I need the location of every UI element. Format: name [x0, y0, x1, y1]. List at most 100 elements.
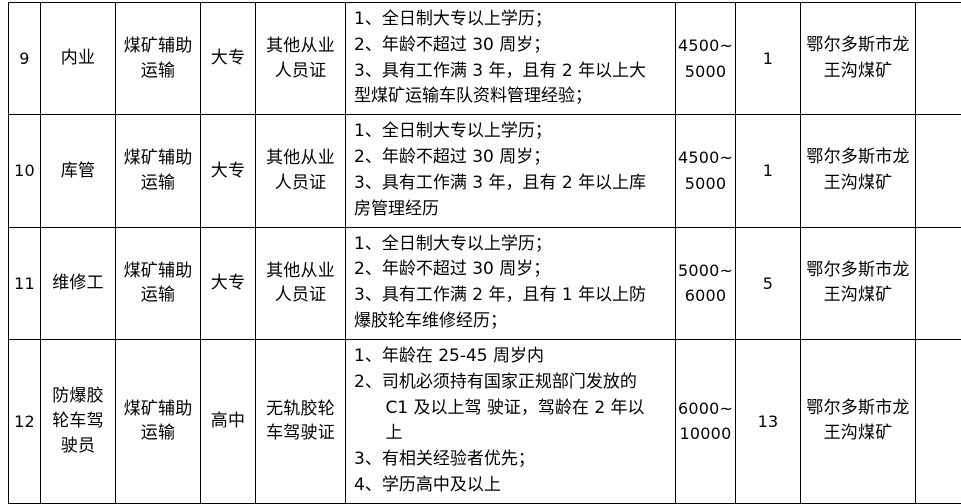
table-row: 12 防爆胶轮车驾驶员 煤矿辅助运输 高中 无轨胶轮车驾驶证 1、年龄在 25-…	[9, 339, 961, 503]
row-index-cell: 9	[9, 3, 41, 115]
table-row: 9 内业 煤矿辅助运输 大专 其他从业人员证 1、全日制大专以上学历；2、年龄不…	[9, 3, 961, 115]
remarks-value	[916, 57, 961, 61]
requirement-line: 3、具有工作满 3 年，且有 2 年以上库	[354, 171, 669, 197]
requirement-line: 3、具有工作满 2 年，且有 1 年以上防	[354, 283, 669, 309]
row-index-cell: 10	[9, 115, 41, 227]
requirement-line: 1、全日制大专以上学历；	[354, 119, 669, 145]
job-type-value: 煤矿辅助运输	[116, 32, 200, 85]
requirements-list: 1、全日制大专以上学历；2、年龄不超过 30 周岁；3、具有工作满 2 年，且有…	[346, 228, 675, 339]
education-value: 大专	[201, 157, 255, 186]
requirement-line: 3、具有工作满 3 年，且有 2 年以上大	[354, 59, 669, 85]
job-type-cell: 煤矿辅助运输	[116, 227, 201, 339]
headcount-cell: 1	[736, 115, 801, 227]
position-cell: 防爆胶轮车驾驶员	[41, 339, 116, 503]
job-type-value: 煤矿辅助运输	[116, 257, 200, 310]
position-cell: 内业	[41, 3, 116, 115]
certificate-value: 其他从业人员证	[256, 144, 345, 197]
requirement-line: 1、年龄在 25-45 周岁内	[354, 344, 669, 370]
headcount-cell: 13	[736, 339, 801, 503]
headcount-value: 5	[736, 270, 800, 297]
remarks-value	[916, 281, 961, 285]
remarks-value	[916, 169, 961, 173]
certificate-value: 无轨胶轮车驾驶证	[256, 395, 345, 448]
education-cell: 大专	[201, 3, 256, 115]
certificate-cell: 其他从业人员证	[256, 227, 346, 339]
certificate-value: 其他从业人员证	[256, 32, 345, 85]
headcount-value: 1	[736, 45, 800, 72]
requirement-line: 2、年龄不超过 30 周岁；	[354, 33, 669, 59]
requirements-cell: 1、全日制大专以上学历；2、年龄不超过 30 周岁；3、具有工作满 3 年，且有…	[346, 115, 676, 227]
requirement-line: 房管理经历	[354, 197, 669, 223]
row-index-value: 9	[9, 45, 40, 72]
salary-value: 4500~5000	[676, 143, 735, 198]
employer-value: 鄂尔多斯市龙王沟煤矿	[801, 31, 915, 86]
position-value: 库管	[41, 157, 115, 186]
remarks-cell	[916, 115, 961, 227]
job-type-cell: 煤矿辅助运输	[116, 3, 201, 115]
employer-cell: 鄂尔多斯市龙王沟煤矿	[801, 3, 916, 115]
job-listing-table: 9 内业 煤矿辅助运输 大专 其他从业人员证 1、全日制大专以上学历；2、年龄不…	[8, 2, 961, 504]
requirement-line: 4、学历高中及以上	[354, 473, 669, 499]
salary-value: 4500~5000	[676, 31, 735, 86]
job-type-cell: 煤矿辅助运输	[116, 339, 201, 503]
employer-value: 鄂尔多斯市龙王沟煤矿	[801, 143, 915, 198]
requirement-line: 2、司机必须持有国家正规部门发放的	[354, 370, 669, 396]
requirements-list: 1、全日制大专以上学历；2、年龄不超过 30 周岁；3、具有工作满 3 年，且有…	[346, 3, 675, 114]
position-value: 维修工	[41, 269, 115, 298]
employer-cell: 鄂尔多斯市龙王沟煤矿	[801, 115, 916, 227]
requirement-line: 1、全日制大专以上学历；	[354, 7, 669, 33]
education-value: 高中	[201, 407, 255, 436]
requirement-line: 2、年龄不超过 30 周岁；	[354, 145, 669, 171]
row-index-cell: 11	[9, 227, 41, 339]
certificate-cell: 其他从业人员证	[256, 115, 346, 227]
employer-value: 鄂尔多斯市龙王沟煤矿	[801, 394, 915, 449]
education-cell: 大专	[201, 115, 256, 227]
headcount-value: 13	[736, 408, 800, 435]
certificate-cell: 其他从业人员证	[256, 3, 346, 115]
table-body: 9 内业 煤矿辅助运输 大专 其他从业人员证 1、全日制大专以上学历；2、年龄不…	[9, 3, 961, 504]
remarks-cell	[916, 3, 961, 115]
requirement-line: 1、全日制大专以上学历；	[354, 232, 669, 258]
education-cell: 大专	[201, 227, 256, 339]
salary-cell: 5000~6000	[676, 227, 736, 339]
table-row: 11 维修工 煤矿辅助运输 大专 其他从业人员证 1、全日制大专以上学历；2、年…	[9, 227, 961, 339]
salary-value: 5000~6000	[676, 256, 735, 311]
headcount-cell: 5	[736, 227, 801, 339]
employer-value: 鄂尔多斯市龙王沟煤矿	[801, 256, 915, 311]
salary-cell: 6000~10000	[676, 339, 736, 503]
education-value: 大专	[201, 269, 255, 298]
certificate-cell: 无轨胶轮车驾驶证	[256, 339, 346, 503]
education-cell: 高中	[201, 339, 256, 503]
position-value: 防爆胶轮车驾驶员	[41, 382, 115, 460]
remarks-value	[916, 419, 961, 423]
row-index-value: 10	[9, 157, 40, 184]
requirements-cell: 1、全日制大专以上学历；2、年龄不超过 30 周岁；3、具有工作满 3 年，且有…	[346, 3, 676, 115]
employer-cell: 鄂尔多斯市龙王沟煤矿	[801, 339, 916, 503]
position-cell: 库管	[41, 115, 116, 227]
job-type-cell: 煤矿辅助运输	[116, 115, 201, 227]
requirement-line: 爆胶轮车维修经历；	[354, 309, 669, 335]
headcount-cell: 1	[736, 3, 801, 115]
requirement-line: C1 及以上驾 驶证，驾龄在 2 年以	[354, 396, 669, 422]
position-value: 内业	[41, 44, 115, 73]
employer-cell: 鄂尔多斯市龙王沟煤矿	[801, 227, 916, 339]
job-type-value: 煤矿辅助运输	[116, 395, 200, 448]
job-type-value: 煤矿辅助运输	[116, 144, 200, 197]
remarks-cell	[916, 227, 961, 339]
row-index-value: 12	[9, 408, 40, 435]
row-index-cell: 12	[9, 339, 41, 503]
requirement-line: 3、有相关经验者优先；	[354, 447, 669, 473]
requirement-line: 2、年龄不超过 30 周岁；	[354, 257, 669, 283]
requirement-line: 上	[354, 421, 669, 447]
position-cell: 维修工	[41, 227, 116, 339]
remarks-cell	[916, 339, 961, 503]
table-row: 10 库管 煤矿辅助运输 大专 其他从业人员证 1、全日制大专以上学历；2、年龄…	[9, 115, 961, 227]
salary-cell: 4500~5000	[676, 3, 736, 115]
headcount-value: 1	[736, 157, 800, 184]
education-value: 大专	[201, 44, 255, 73]
salary-value: 6000~10000	[676, 394, 735, 449]
requirement-line: 型煤矿运输车队资料管理经验；	[354, 84, 669, 110]
certificate-value: 其他从业人员证	[256, 257, 345, 310]
